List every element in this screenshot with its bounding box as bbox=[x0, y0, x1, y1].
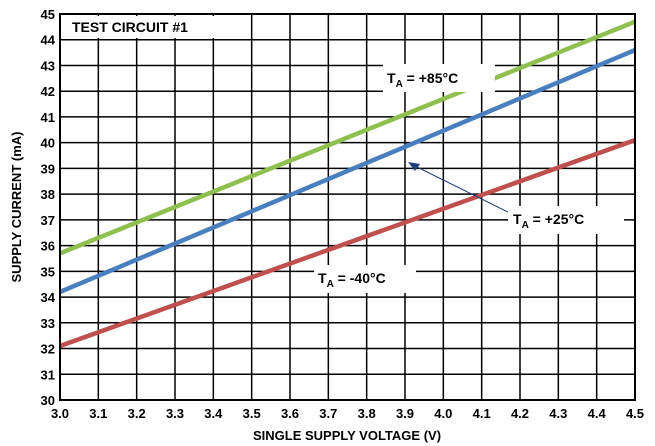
x-tick-labels: 3.0 3.1 3.2 3.3 3.4 3.5 3.6 3.7 3.8 3.9 4.0 4.1 4.2 4… bbox=[51, 406, 644, 421]
y-tick-label: 35 bbox=[41, 264, 55, 279]
x-tick-label: 3.7 bbox=[319, 406, 337, 421]
x-tick-label: 3.1 bbox=[89, 406, 107, 421]
annotation-25c-label: TA = +25°C bbox=[513, 211, 584, 231]
y-tick-label: 31 bbox=[41, 367, 55, 382]
annotation-minus40c-rest: = -40°C bbox=[334, 270, 386, 286]
x-tick-label: 4.3 bbox=[549, 406, 567, 421]
annotation-85c-rest: = +85°C bbox=[403, 70, 458, 86]
y-tick-label: 36 bbox=[41, 239, 55, 254]
y-tick-labels: 30 31 32 33 34 35 36 37 38 39 40 41 42 43 44 45 bbox=[41, 7, 56, 408]
series-line-2 bbox=[59, 137, 636, 349]
annotation-minus40c-main: T bbox=[318, 270, 327, 286]
x-tick-label: 3.6 bbox=[281, 406, 299, 421]
annotation-25c-leader bbox=[414, 165, 511, 214]
x-axis-label: SINGLE SUPPLY VOLTAGE (V) bbox=[253, 428, 441, 443]
y-tick-label: 42 bbox=[41, 84, 55, 99]
annotation-25c: TA = +25°C bbox=[408, 162, 624, 234]
y-tick-label: 33 bbox=[41, 316, 55, 331]
series-line-0 bbox=[59, 19, 636, 256]
x-tick-label: 4.1 bbox=[473, 406, 491, 421]
annotation-25c-background bbox=[508, 206, 624, 234]
series-lines bbox=[59, 19, 636, 349]
x-tick-label: 4.4 bbox=[588, 406, 607, 421]
y-tick-label: 32 bbox=[41, 342, 55, 357]
y-tick-label: 40 bbox=[41, 136, 55, 151]
annotation-25c-main: T bbox=[513, 211, 522, 227]
x-tick-label: 4.0 bbox=[434, 406, 452, 421]
annotation-minus40c-sub: A bbox=[327, 279, 334, 290]
y-tick-label: 41 bbox=[41, 110, 55, 125]
y-axis-label: SUPPLY CURRENT (mA) bbox=[9, 132, 24, 283]
x-tick-label: 3.9 bbox=[396, 406, 414, 421]
annotation-85c-sub: A bbox=[396, 79, 403, 90]
annotation-25c-sub: A bbox=[522, 220, 529, 231]
annotation-minus40c-label: TA = -40°C bbox=[318, 270, 386, 290]
annotation-85c-background bbox=[383, 64, 495, 92]
x-tick-label: 3.4 bbox=[204, 406, 223, 421]
y-tick-label: 39 bbox=[41, 161, 55, 176]
x-tick-label: 3.3 bbox=[166, 406, 184, 421]
annotation-minus40c-background bbox=[314, 265, 416, 293]
plot-frame bbox=[59, 13, 636, 401]
x-tick-label: 4.5 bbox=[626, 406, 644, 421]
y-tick-label: 37 bbox=[41, 213, 55, 228]
annotation-minus40c: TA = -40°C bbox=[314, 265, 416, 293]
y-tick-label: 34 bbox=[41, 290, 56, 305]
annotation-85c: TA = +85°C bbox=[383, 64, 495, 92]
annotation-85c-label: TA = +85°C bbox=[387, 70, 458, 90]
y-tick-label: 44 bbox=[41, 33, 56, 48]
x-tick-label: 3.8 bbox=[358, 406, 376, 421]
x-tick-label: 3.2 bbox=[128, 406, 146, 421]
x-tick-label: 3.0 bbox=[51, 406, 69, 421]
annotation-25c-rest: = +25°C bbox=[529, 211, 584, 227]
series-line-1 bbox=[59, 47, 636, 294]
y-tick-label: 45 bbox=[41, 7, 55, 22]
annotation-25c-arrowhead bbox=[408, 162, 420, 171]
x-tick-label: 4.2 bbox=[511, 406, 529, 421]
title-box bbox=[62, 16, 232, 38]
y-tick-label: 38 bbox=[41, 187, 55, 202]
x-tick-label: 3.5 bbox=[243, 406, 261, 421]
chart-title: TEST CIRCUIT #1 bbox=[72, 19, 188, 35]
y-tick-label: 43 bbox=[41, 58, 55, 73]
annotation-85c-main: T bbox=[387, 70, 396, 86]
y-tick-label: 30 bbox=[41, 393, 55, 408]
